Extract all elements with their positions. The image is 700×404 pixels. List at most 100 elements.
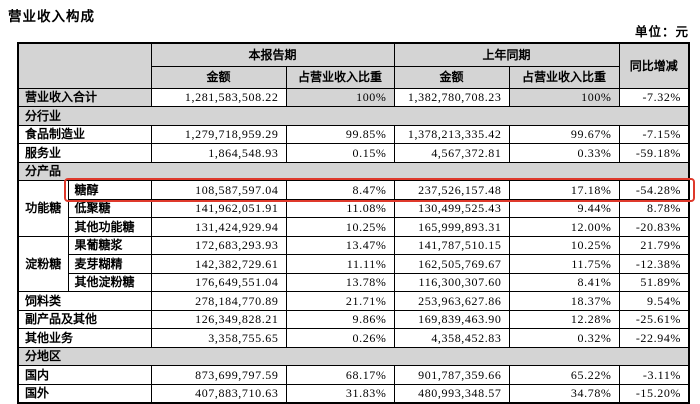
pct-prior: 12.28% [508,309,620,329]
amount-prior: 116,300,307.60 [393,272,510,292]
pct-prior: 100% [508,87,620,107]
amount-current: 131,424,929.94 [150,217,287,237]
yoy-value: -20.83% [618,217,690,237]
row-label: 国内 [17,365,152,385]
pct-prior: 18.37% [508,291,620,311]
col-header-amount-prior: 金额 [393,65,510,89]
pct-prior: 34.78% [508,383,620,403]
amount-prior: 165,999,893.31 [393,217,510,237]
table-row: 国内 873,699,797.59 68.17% 901,787,359.66 65.2… [17,365,690,385]
row-label: 食品制造业 [17,124,152,144]
amount-prior: 480,993,348.57 [393,383,510,403]
section-label: 分产品 [17,161,690,181]
pct-current: 8.47% [285,180,395,200]
pct-current: 99.85% [285,124,395,144]
amount-prior: 1,382,780,708.23 [393,87,510,107]
pct-prior: 99.67% [508,124,620,144]
col-header-current-period: 本报告期 [150,42,395,67]
table-row: 功能糖 糖醇 108,587,597.04 8.47% 237,526,157.48 17… [17,180,690,237]
section-row: 分行业 [17,106,690,126]
pct-prior: 12.00% [508,217,620,237]
amount-current: 108,587,597.04 [150,180,287,200]
table-row: 国外 407,883,710.63 31.83% 480,993,348.57 34.7… [17,383,690,403]
pct-prior: 0.32% [508,328,620,348]
col-header-prior-period: 上年同期 [393,42,620,67]
table-row: 其他功能糖 131,424,929.94 10.25% 165,999,893.31 1… [18,217,690,237]
corner-cell [17,42,152,89]
table-row: 其他业务 3,358,755.65 0.26% 4,358,452.83 0.32% -2… [17,328,690,348]
yoy-value: 8.78% [618,198,690,218]
amount-prior: 237,526,157.48 [393,180,510,200]
yoy-value: 51.89% [618,272,690,292]
section-row: 分地区 [17,346,690,366]
pct-prior: 65.22% [508,365,620,385]
pct-prior: 10.25% [508,235,620,255]
amount-current: 278,184,770.89 [150,291,287,311]
amount-current: 873,699,797.59 [150,365,287,385]
row-label: 其他业务 [17,328,152,348]
amount-current: 1,279,718,959.29 [150,124,287,144]
row-label: 服务业 [17,143,152,163]
pct-prior: 0.33% [508,143,620,163]
amount-prior: 1,378,213,335.42 [393,124,510,144]
row-label: 低聚糖 [67,198,152,218]
pct-current: 68.17% [285,365,395,385]
yoy-value: 21.79% [618,235,690,255]
pct-current: 11.11% [285,254,395,274]
amount-current: 176,649,551.04 [150,272,287,292]
yoy-value: -15.20% [618,383,690,403]
row-label: 饲料类 [17,291,152,311]
group-label: 淀粉糖 [17,235,69,292]
yoy-value: -22.94% [618,328,690,348]
row-label: 其他淀粉糖 [67,272,152,292]
unit-label: 单位：元 [634,25,689,39]
table-row: 低聚糖 141,962,051.91 11.08% 130,499,525.43 9.4… [18,198,690,218]
section-label: 分行业 [17,106,690,126]
amount-current: 3,358,755.65 [150,328,287,348]
table-row: 食品制造业 1,279,718,959.29 99.85% 1,378,213,335… [17,124,690,144]
revenue-composition-table: 本报告期 上年同期 同比增减 金额 占营业收入比重 金额 占营业收入比重 营业收… [17,42,691,404]
pct-current: 13.78% [285,272,395,292]
amount-current: 141,962,051.91 [150,198,287,218]
col-header-yoy: 同比增减 [618,42,690,89]
amount-current: 126,349,828.21 [150,309,287,329]
yoy-value: -7.32% [618,87,690,107]
table-row: 服务业 1,864,548.93 0.15% 4,567,372.81 0.33% -59… [17,143,690,163]
pct-current: 11.08% [285,198,395,218]
yoy-value: -59.18% [618,143,690,163]
pct-current: 13.47% [285,235,395,255]
pct-current: 9.86% [285,309,395,329]
row-label: 糖醇 [67,180,152,200]
row-label: 副产品及其他 [17,309,152,329]
pct-prior: 9.44% [508,198,620,218]
table-row: 饲料类 278,184,770.89 21.71% 253,963,627.86 18.… [17,291,690,311]
section-row: 分产品 [17,161,690,181]
col-header-pct-current: 占营业收入比重 [285,65,395,89]
row-label: 营业收入合计 [17,87,152,107]
yoy-value: 9.54% [618,291,690,311]
amount-prior: 141,787,510.15 [393,235,510,255]
amount-prior: 4,567,372.81 [393,143,510,163]
amount-prior: 4,358,452.83 [393,328,510,348]
yoy-value: -25.61% [618,309,690,329]
col-header-pct-prior: 占营业收入比重 [508,65,620,89]
yoy-value: -3.11% [618,365,690,385]
amount-prior: 253,963,627.86 [393,291,510,311]
table-row: 营业收入合计 1,281,583,508.22 100% 1,382,780,708.… [17,87,690,107]
pct-current: 21.71% [285,291,395,311]
pct-current: 100% [285,87,395,107]
section-label: 分地区 [17,346,690,366]
table-row: 副产品及其他 126,349,828.21 9.86% 169,839,463.90 1… [17,309,690,329]
pct-prior: 11.75% [508,254,620,274]
pct-current: 0.15% [285,143,395,163]
amount-current: 1,864,548.93 [150,143,287,163]
pct-prior: 8.41% [508,272,620,292]
pct-prior: 17.18% [508,180,620,200]
group-label: 功能糖 [17,180,69,237]
row-label: 其他功能糖 [67,217,152,237]
yoy-value: -54.28% [618,180,690,200]
page-title: 营业收入构成 [8,9,95,24]
amount-current: 407,883,710.63 [150,383,287,403]
table-row: 淀粉糖 果葡糖浆 172,683,293.93 13.47% 141,787,510.1… [17,235,690,292]
